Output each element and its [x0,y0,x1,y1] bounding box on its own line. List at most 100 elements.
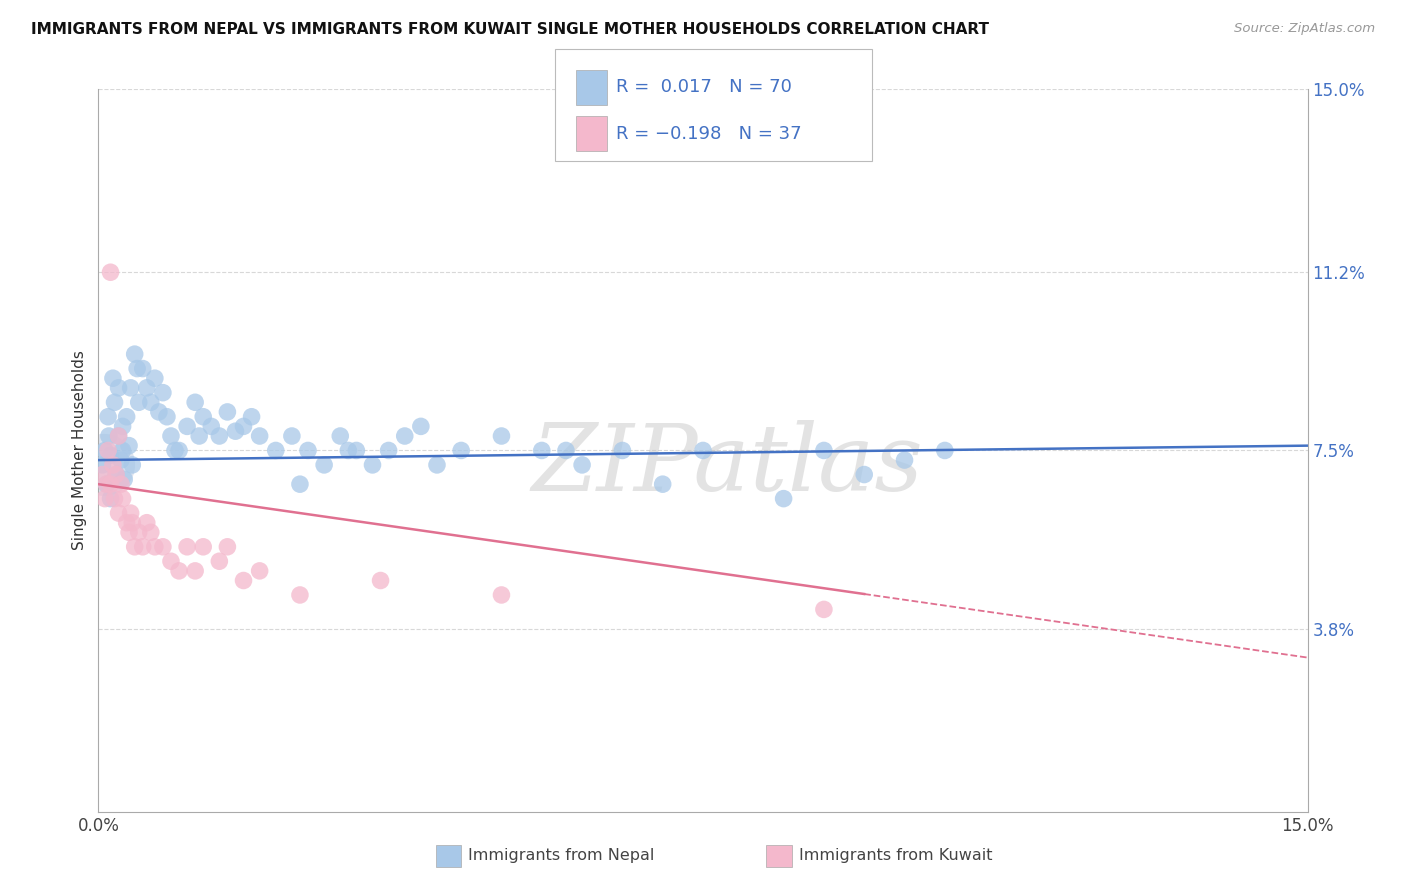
Point [394,429,416,443]
Point [97,429,120,443]
Point [491,588,513,602]
Point [160,429,183,443]
Point [555,443,578,458]
Point [96,477,118,491]
Point [337,443,360,458]
Point [329,429,352,443]
Point [120,506,142,520]
Point [813,443,835,458]
Text: ZIPatlas: ZIPatlas [531,420,924,510]
Point [97,443,120,458]
Point [361,458,384,472]
Point [249,564,271,578]
Point [100,265,122,279]
Point [612,443,634,458]
Point [176,419,198,434]
Point [249,429,271,443]
Point [100,477,122,491]
Point [93,458,115,472]
Point [110,453,132,467]
Point [152,540,174,554]
Point [107,381,129,395]
Point [314,458,336,472]
Point [160,554,183,568]
Point [167,443,190,458]
Point [121,458,143,472]
Point [118,525,141,540]
Point [188,429,211,443]
Point [111,443,134,458]
Point [91,458,114,472]
Text: IMMIGRANTS FROM NEPAL VS IMMIGRANTS FROM KUWAIT SINGLE MOTHER HOUSEHOLDS CORRELA: IMMIGRANTS FROM NEPAL VS IMMIGRANTS FROM… [31,22,988,37]
Y-axis label: Single Mother Households: Single Mother Households [72,351,87,550]
Point [128,395,150,409]
Point [105,467,128,482]
Point [128,525,150,540]
Point [120,381,142,395]
Point [426,458,449,472]
Point [208,554,231,568]
Point [409,419,432,434]
Text: R =  0.017   N = 70: R = 0.017 N = 70 [616,78,792,96]
Text: Source: ZipAtlas.com: Source: ZipAtlas.com [1234,22,1375,36]
Point [217,540,239,554]
Point [167,564,190,578]
Point [115,516,138,530]
Point [101,371,124,385]
Point [132,361,155,376]
Text: Immigrants from Kuwait: Immigrants from Kuwait [799,848,993,863]
Point [893,453,915,467]
Point [651,477,673,491]
Point [143,371,166,385]
Point [232,574,254,588]
Point [200,419,222,434]
Point [156,409,179,424]
Point [232,419,254,434]
Point [281,429,304,443]
Point [100,491,122,506]
Point [91,467,114,482]
Point [121,516,143,530]
Point [571,458,593,472]
Point [377,443,399,458]
Point [127,361,149,376]
Point [193,409,215,424]
Point [163,443,186,458]
Point [264,443,287,458]
Point [124,347,146,361]
Point [297,443,319,458]
Point [772,491,794,506]
Text: R = −0.198   N = 37: R = −0.198 N = 37 [616,125,801,143]
Point [103,395,125,409]
Point [118,439,141,453]
Point [105,467,128,482]
Point [107,506,129,520]
Point [813,602,835,616]
Text: Immigrants from Nepal: Immigrants from Nepal [468,848,655,863]
Point [176,540,198,554]
Point [288,588,311,602]
Point [370,574,392,588]
Point [96,477,118,491]
Point [107,429,129,443]
Point [450,443,472,458]
Point [94,491,117,506]
Point [288,477,311,491]
Point [139,525,162,540]
Point [692,443,714,458]
Point [530,443,553,458]
Point [148,405,170,419]
Point [124,540,146,554]
Point [224,424,246,438]
Point [94,443,117,458]
Point [208,429,231,443]
Point [193,540,215,554]
Point [152,385,174,400]
Point [139,395,162,409]
Point [97,409,120,424]
Point [240,409,263,424]
Point [111,491,134,506]
Point [132,540,155,554]
Point [103,491,125,506]
Point [184,395,207,409]
